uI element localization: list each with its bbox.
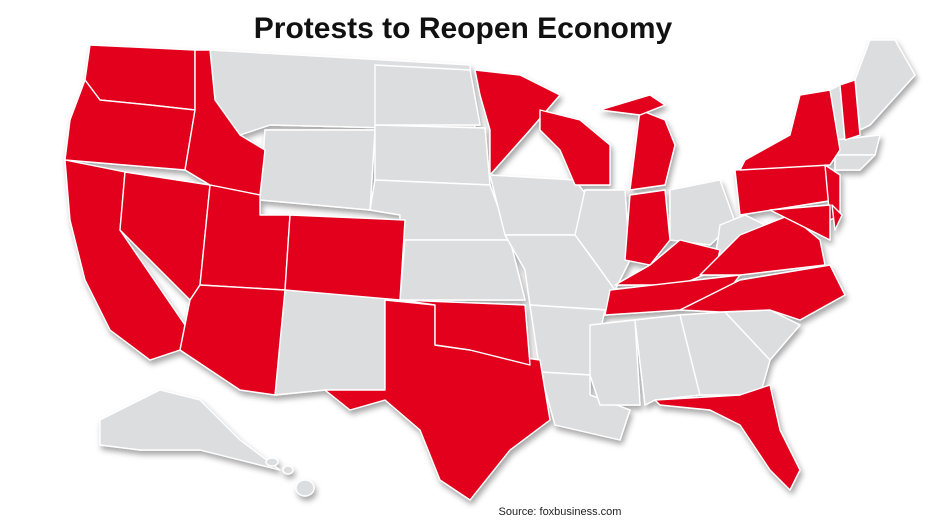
state xyxy=(282,465,294,475)
state xyxy=(295,479,315,497)
state xyxy=(259,129,376,211)
state xyxy=(374,124,491,186)
state xyxy=(184,49,266,196)
state xyxy=(654,384,801,491)
state xyxy=(179,284,286,396)
state xyxy=(399,299,531,366)
state xyxy=(699,214,826,276)
state xyxy=(769,204,831,241)
map-title: Protests to Reopen Economy xyxy=(254,12,673,45)
state xyxy=(374,64,481,126)
source-note: Source: foxbusiness.com xyxy=(499,506,622,518)
state xyxy=(831,204,843,231)
state xyxy=(634,314,701,406)
state xyxy=(399,239,526,301)
state xyxy=(539,109,611,186)
us-map xyxy=(64,39,916,501)
state xyxy=(274,289,386,396)
state xyxy=(739,89,841,171)
state xyxy=(474,69,561,176)
state xyxy=(679,264,846,321)
state xyxy=(99,389,281,471)
state xyxy=(854,39,916,131)
state xyxy=(839,79,861,141)
state xyxy=(589,319,641,406)
state xyxy=(629,109,676,191)
state xyxy=(284,214,406,301)
state xyxy=(599,94,666,116)
state xyxy=(265,457,279,467)
state xyxy=(624,189,671,266)
state xyxy=(834,154,876,171)
